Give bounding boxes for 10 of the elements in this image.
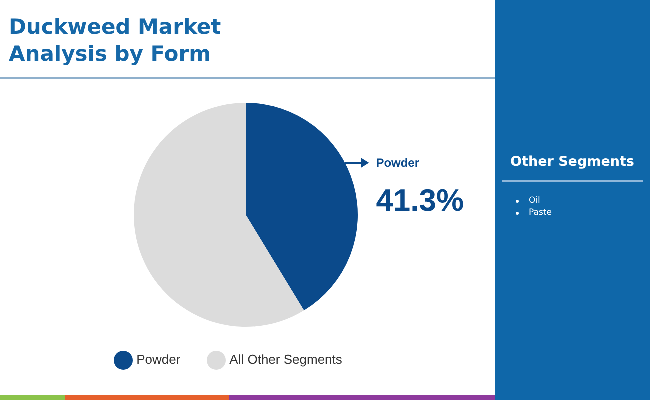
data-label: 41.3% xyxy=(376,183,464,218)
text: Oil xyxy=(529,195,540,207)
category-label: Powder xyxy=(136,352,181,367)
chart-title: Duckweed Market Analysis by Form xyxy=(9,14,222,68)
text: Paste xyxy=(529,207,552,219)
legend-label: All Other Segments xyxy=(230,352,342,367)
pie-slice xyxy=(134,103,304,327)
text: Other Segments xyxy=(510,154,636,170)
legend-label: Powder xyxy=(376,156,420,170)
pie-slice xyxy=(246,103,358,311)
